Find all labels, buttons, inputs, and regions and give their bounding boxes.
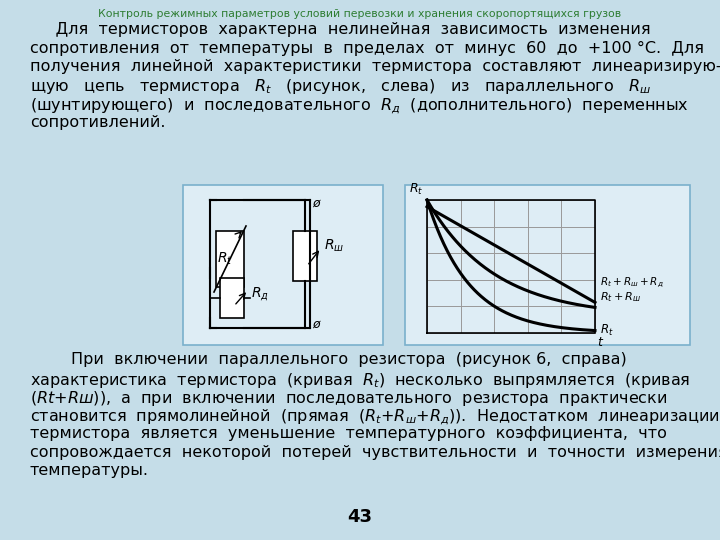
Text: ø: ø bbox=[312, 197, 320, 210]
Text: ($Rt$+$Rш$)),  а  при  включении  последовательного  резистора  практически: ($Rt$+$Rш$)), а при включении последоват… bbox=[30, 389, 667, 408]
Text: $R_t$: $R_t$ bbox=[409, 182, 423, 197]
Text: $R_t$: $R_t$ bbox=[600, 323, 613, 338]
Text: Для  термисторов  характерна  нелинейная  зависимость  изменения: Для термисторов характерна нелинейная за… bbox=[30, 22, 651, 37]
Text: Контроль режимных параметров условий перевозки и хранения скоропортящихся грузов: Контроль режимных параметров условий пер… bbox=[99, 9, 621, 19]
Text: $R_t$: $R_t$ bbox=[217, 251, 233, 267]
Text: $R_ш$: $R_ш$ bbox=[324, 238, 344, 254]
Text: сопротивлений.: сопротивлений. bbox=[30, 114, 166, 130]
Text: (шунтирующего)  и  последовательного  $\mathit{R_д}$  (дополнительного)  перемен: (шунтирующего) и последовательного $\mat… bbox=[30, 96, 688, 116]
Text: щую   цепь   термистора   $\mathit{R_t}$   (рисунок,   слева)   из   параллельно: щую цепь термистора $\mathit{R_t}$ (рису… bbox=[30, 78, 651, 97]
Text: При  включении  параллельного  резистора  (рисунок 6,  справа): При включении параллельного резистора (р… bbox=[30, 352, 626, 367]
Text: получения  линейной  характеристики  термистора  составляют  линеаризирую-: получения линейной характеристики термис… bbox=[30, 59, 720, 74]
Text: сопротивления  от  температуры  в  пределах  от  минус  60  до  +100 °С.  Для: сопротивления от температуры в пределах … bbox=[30, 40, 704, 56]
Text: температуры.: температуры. bbox=[30, 463, 149, 478]
Text: $R_t + R_ш$: $R_t + R_ш$ bbox=[600, 291, 642, 305]
Text: $t$: $t$ bbox=[597, 336, 604, 349]
Bar bbox=[220, 278, 244, 318]
FancyBboxPatch shape bbox=[183, 185, 383, 345]
Text: характеристика  термистора  (кривая  $\mathit{R_t}$)  несколько  выпрямляется  (: характеристика термистора (кривая $\math… bbox=[30, 370, 690, 389]
Text: термистора  является  уменьшение  температурного  коэффициента,  что: термистора является уменьшение температу… bbox=[30, 426, 667, 441]
Text: 43: 43 bbox=[348, 508, 372, 526]
Bar bbox=[293, 231, 317, 281]
Text: $R_t + R_ш + R_д$: $R_t + R_ш + R_д$ bbox=[600, 275, 664, 289]
Text: ø: ø bbox=[312, 318, 320, 331]
Bar bbox=[216, 231, 244, 287]
Text: становится  прямолинейной  (прямая  ($R_t$+$R_ш$+$R_д$)).  Недостатком  линеариз: становится прямолинейной (прямая ($R_t$+… bbox=[30, 408, 720, 428]
FancyBboxPatch shape bbox=[405, 185, 690, 345]
Text: сопровождается  некоторой  потерей  чувствительности  и  точности  измерения: сопровождается некоторой потерей чувстви… bbox=[30, 444, 720, 460]
Text: $R_д$: $R_д$ bbox=[251, 285, 269, 303]
